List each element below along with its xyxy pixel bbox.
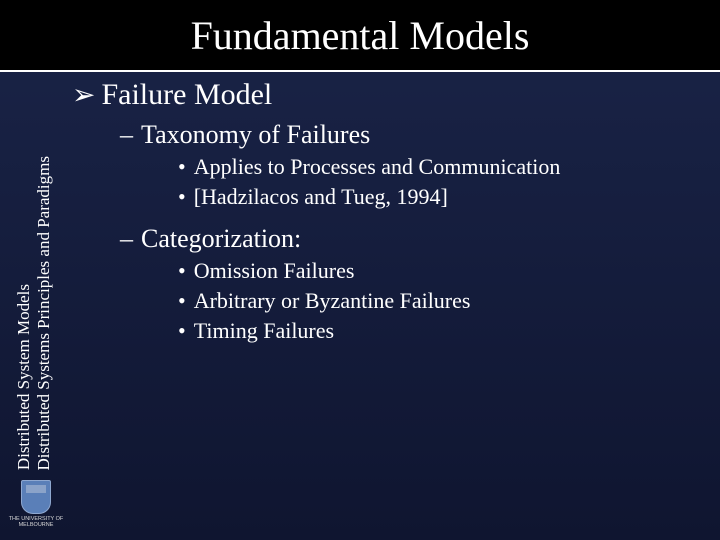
bullet-level3: • [Hadzilacos and Tueg, 1994] — [178, 184, 700, 210]
slide-content: ➢ Failure Model – Taxonomy of Failures •… — [72, 78, 700, 344]
bullet-text: [Hadzilacos and Tueg, 1994] — [194, 184, 448, 210]
side-labels: Distributed System Models Distributed Sy… — [10, 90, 58, 470]
bullet-level2: – Categorization: — [120, 224, 700, 254]
bullet-level3: • Timing Failures — [178, 318, 700, 344]
bullet-text: Applies to Processes and Communication — [194, 154, 561, 180]
bullet-level3: • Omission Failures — [178, 258, 700, 284]
bullet-level2: – Taxonomy of Failures — [120, 120, 700, 150]
bullet-text: Taxonomy of Failures — [141, 120, 370, 150]
side-label-2: Distributed Systems Principles and Parad… — [34, 156, 54, 470]
arrow-marker-icon: ➢ — [72, 78, 95, 112]
dot-marker-icon: • — [178, 318, 186, 344]
dot-marker-icon: • — [178, 184, 186, 210]
bullet-text: Categorization: — [141, 224, 301, 254]
bullet-text: Failure Model — [101, 78, 272, 112]
crest-icon — [21, 480, 51, 514]
bullet-level3: • Applies to Processes and Communication — [178, 154, 700, 180]
slide-title: Fundamental Models — [191, 12, 530, 59]
dash-marker-icon: – — [120, 224, 133, 254]
title-bar: Fundamental Models — [0, 0, 720, 72]
university-logo: THE UNIVERSITY OF MELBOURNE — [8, 476, 64, 532]
bullet-level1: ➢ Failure Model — [72, 78, 700, 112]
side-label-1: Distributed System Models — [14, 284, 34, 470]
dot-marker-icon: • — [178, 288, 186, 314]
bullet-text: Omission Failures — [194, 258, 355, 284]
dot-marker-icon: • — [178, 258, 186, 284]
logo-text: THE UNIVERSITY OF MELBOURNE — [9, 516, 64, 528]
bullet-level3: • Arbitrary or Byzantine Failures — [178, 288, 700, 314]
bullet-text: Timing Failures — [194, 318, 334, 344]
dot-marker-icon: • — [178, 154, 186, 180]
bullet-text: Arbitrary or Byzantine Failures — [194, 288, 471, 314]
dash-marker-icon: – — [120, 120, 133, 150]
